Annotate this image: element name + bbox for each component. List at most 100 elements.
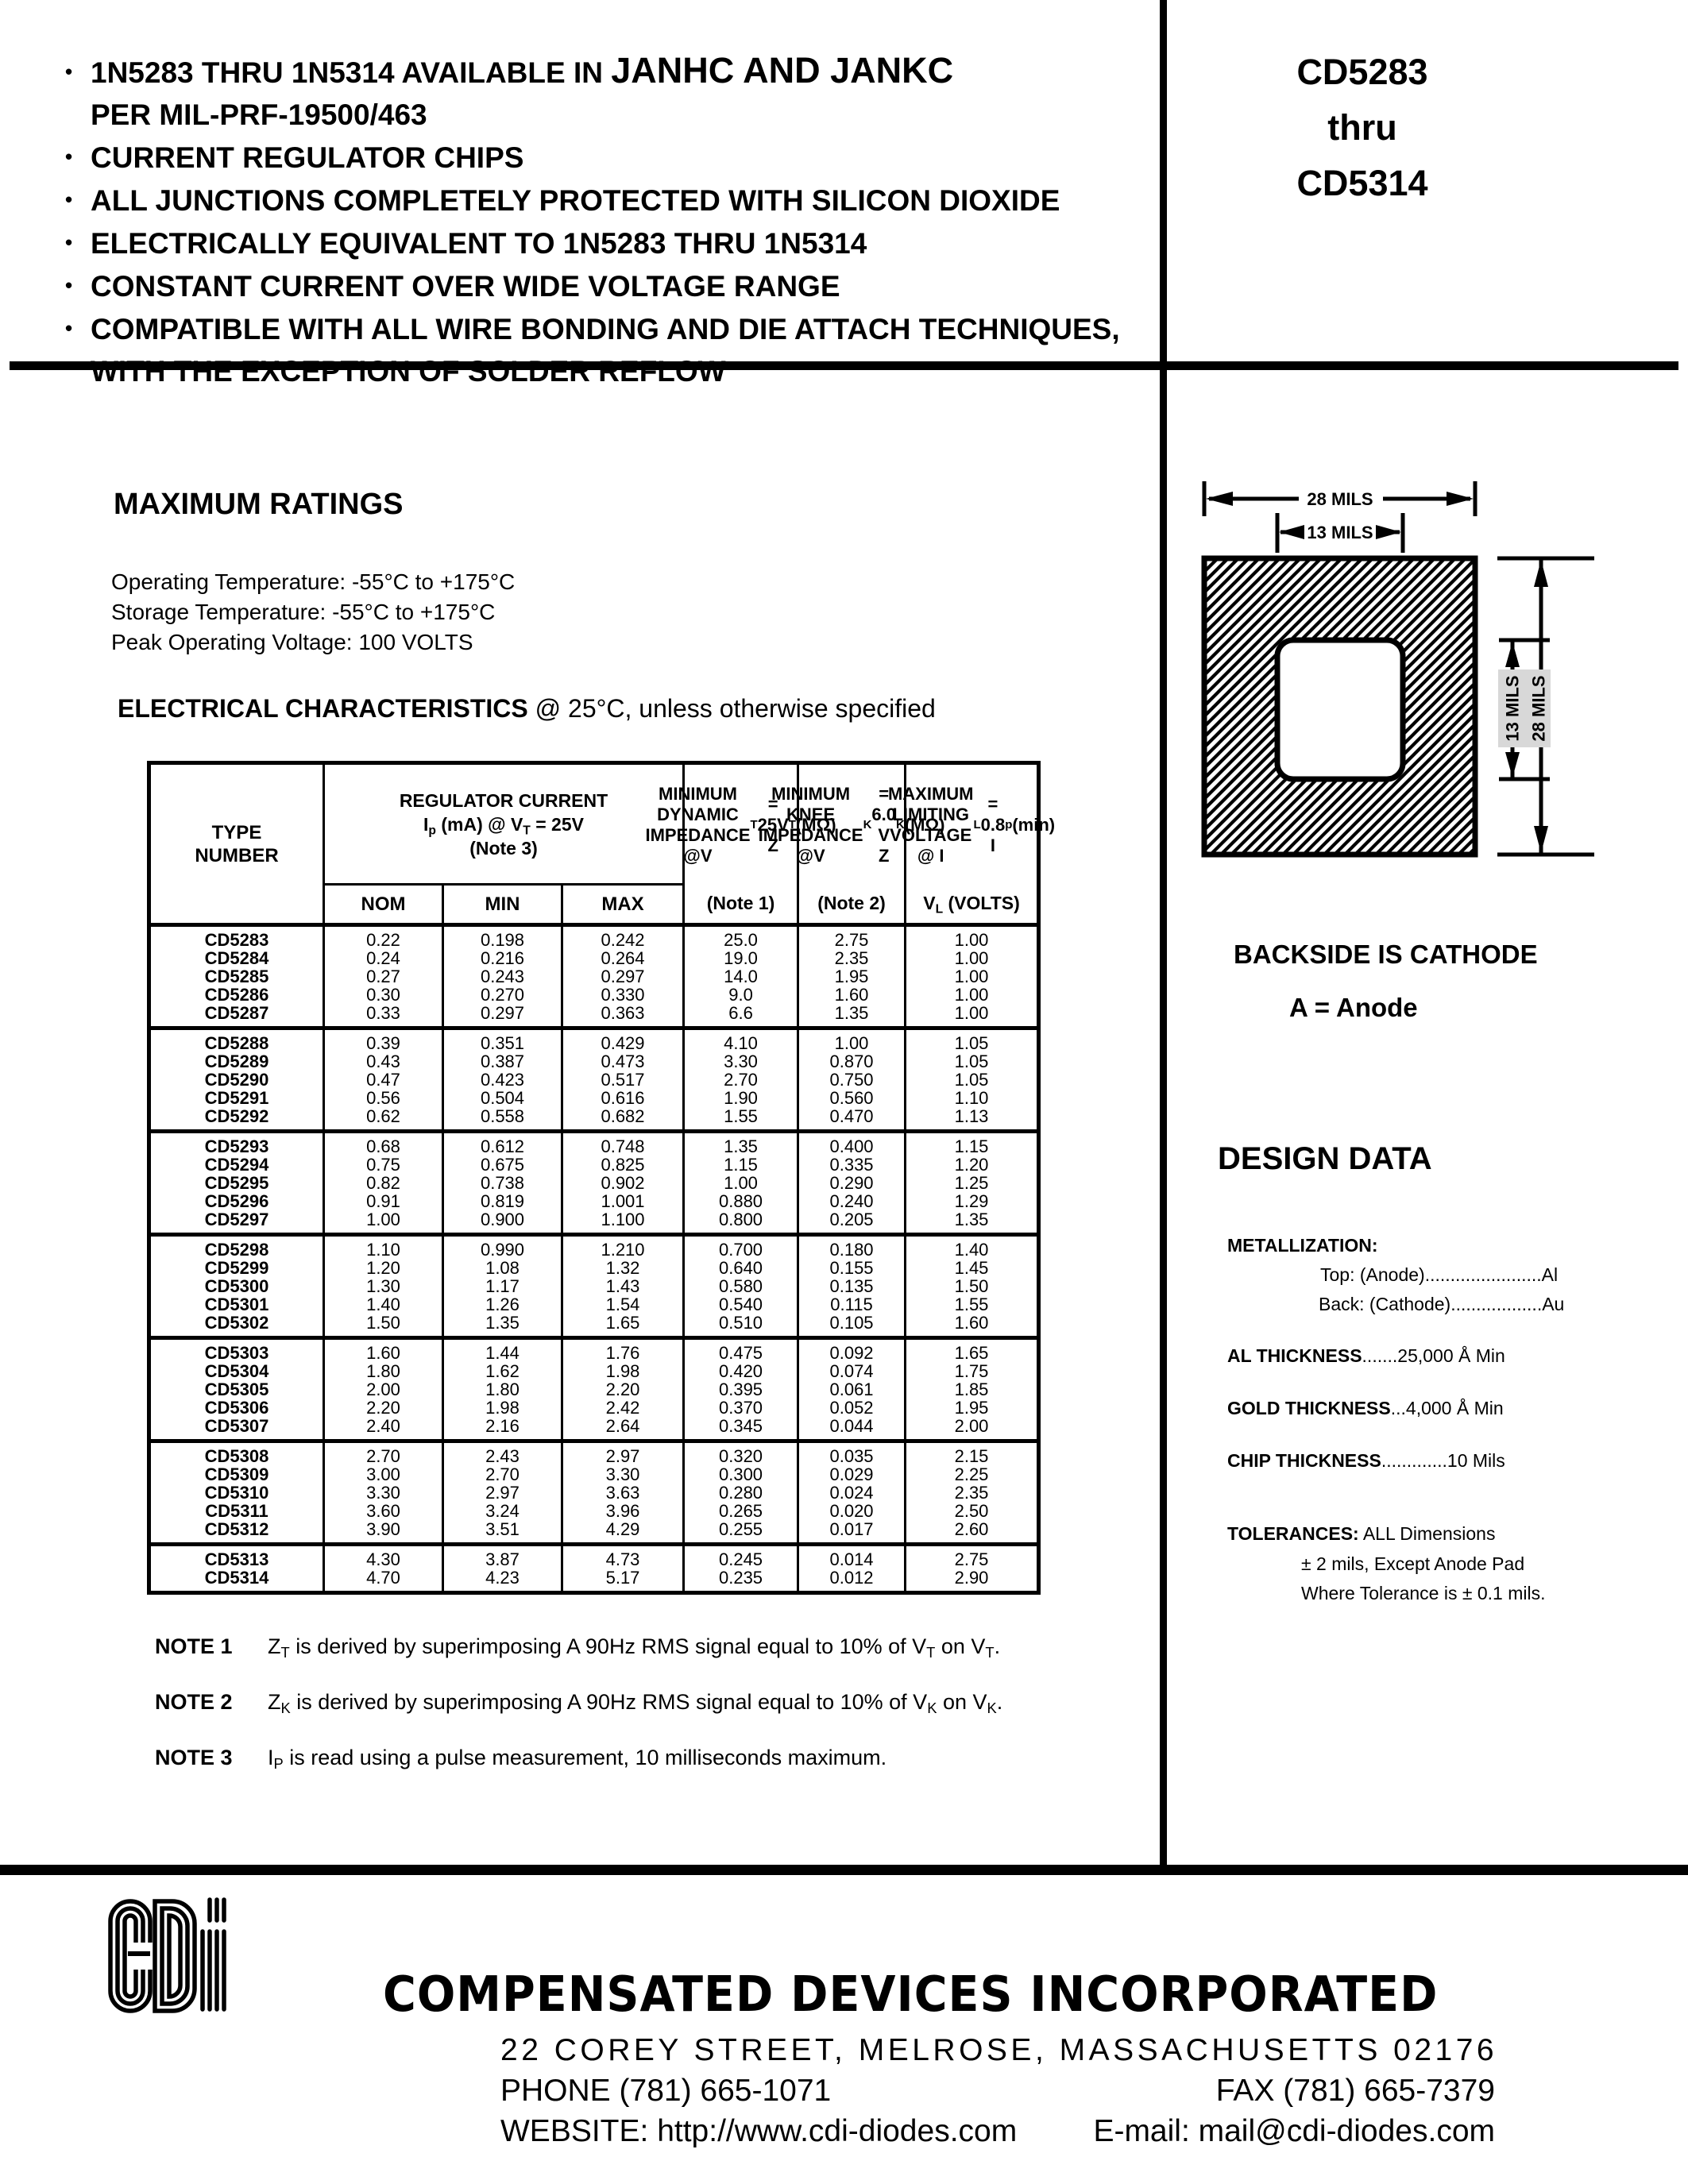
table-row: CD5290 0.47 0.423 0.517 2.70 0.750 1.05 — [148, 1071, 1041, 1089]
company-name: COMPENSATED DEVICES INCORPORATED — [383, 1966, 1439, 2024]
cell-value: 0.82 — [323, 1174, 444, 1192]
table-row: CD5297 1.00 0.900 1.100 0.800 0.205 1.35 — [148, 1210, 1041, 1235]
cell-type-number: CD5288 — [148, 1028, 325, 1052]
cell-value: 0.33 — [323, 1004, 444, 1028]
cell-value: 2.00 — [904, 1417, 1041, 1441]
cell-value: 0.242 — [560, 924, 686, 949]
cell-value: 9.0 — [682, 986, 800, 1004]
cell-value: 1.35 — [442, 1314, 563, 1338]
bullet-icon: • — [65, 145, 73, 168]
metallization-top: Top: (Anode).......................Al — [1320, 1264, 1559, 1285]
cell-value: 0.470 — [797, 1107, 907, 1132]
cell-value: 2.35 — [904, 1484, 1041, 1502]
cell-value: 1.15 — [682, 1156, 800, 1174]
cell-value: 0.044 — [797, 1417, 907, 1441]
cell-value: 1.26 — [442, 1295, 563, 1314]
cell-value: 0.345 — [682, 1417, 800, 1441]
cell-value: 0.290 — [797, 1174, 907, 1192]
cell-value: 0.205 — [797, 1210, 907, 1235]
cell-value: 0.320 — [682, 1441, 800, 1465]
spec-table-head: TYPE NUMBER REGULATOR CURRENT Ip (mA) @ VT… — [148, 762, 1055, 925]
bullet-icon: • — [65, 316, 73, 340]
cell-value: 2.40 — [323, 1417, 444, 1441]
cell-value: 2.75 — [797, 924, 907, 949]
table-band: CD5303 1.60 1.44 1.76 0.475 0.092 1.65 CD5304 1.… — [148, 1337, 1041, 1441]
cell-value: 0.216 — [442, 949, 563, 967]
cell-value: 1.80 — [323, 1362, 444, 1380]
footer-divider — [0, 1865, 1688, 1875]
cell-value: 0.429 — [560, 1028, 686, 1052]
table-row: CD5291 0.56 0.504 0.616 1.90 0.560 1.10 — [148, 1089, 1041, 1107]
cell-value: 0.24 — [323, 949, 444, 967]
table-row: CD5299 1.20 1.08 1.32 0.640 0.155 1.45 — [148, 1259, 1041, 1277]
cell-value: 0.682 — [560, 1107, 686, 1132]
col-header-max: MAX — [560, 884, 686, 925]
cell-type-number: CD5286 — [148, 986, 325, 1004]
cell-value: 0.30 — [323, 986, 444, 1004]
cell-value: 2.75 — [904, 1544, 1041, 1569]
cell-value: 0.395 — [682, 1380, 800, 1399]
tolerances-line1: TOLERANCES: ALL Dimensions — [1227, 1523, 1496, 1544]
cell-value: 2.15 — [904, 1441, 1041, 1465]
cell-type-number: CD5299 — [148, 1259, 325, 1277]
cell-value: 3.00 — [323, 1465, 444, 1484]
cell-value: 3.30 — [682, 1052, 800, 1071]
arrow-right-icon — [1376, 525, 1401, 539]
cell-value: 5.17 — [560, 1569, 686, 1593]
cell-value: 0.017 — [797, 1520, 907, 1545]
cell-type-number: CD5298 — [148, 1234, 325, 1259]
cell-value: 1.00 — [682, 1174, 800, 1192]
cell-value: 1.80 — [442, 1380, 563, 1399]
cell-value: 4.23 — [442, 1569, 563, 1593]
company-fax: FAX (781) 665-7379 — [1215, 2074, 1495, 2108]
cell-value: 0.75 — [323, 1156, 444, 1174]
cell-value: 1.50 — [323, 1314, 444, 1338]
arrow-up-icon — [1534, 560, 1548, 587]
rating-operating-temp: Operating Temperature: -55°C to +175°C — [111, 569, 516, 594]
cell-value: 0.092 — [797, 1337, 907, 1362]
col-header-min: MIN — [442, 884, 563, 925]
cell-value: 0.330 — [560, 986, 686, 1004]
cell-value: 1.210 — [560, 1234, 686, 1259]
cell-value: 1.20 — [323, 1259, 444, 1277]
cell-value: 0.235 — [682, 1569, 800, 1593]
table-row: CD5283 0.22 0.198 0.242 25.0 2.75 1.00 — [148, 924, 1041, 949]
cell-type-number: CD5305 — [148, 1380, 325, 1399]
cell-value: 0.39 — [323, 1028, 444, 1052]
cell-value: 1.55 — [904, 1295, 1041, 1314]
cell-value: 0.900 — [442, 1210, 563, 1235]
cell-value: 0.27 — [323, 967, 444, 986]
cell-value: 2.97 — [442, 1484, 563, 1502]
table-row: CD5285 0.27 0.243 0.297 14.0 1.95 1.00 — [148, 967, 1041, 986]
cell-type-number: CD5311 — [148, 1502, 325, 1520]
table-row: CD5313 4.30 3.87 4.73 0.245 0.014 2.75 — [148, 1544, 1041, 1569]
metallization-label: METALLIZATION: — [1227, 1235, 1378, 1256]
cell-type-number: CD5292 — [148, 1107, 325, 1132]
cell-value: 0.270 — [442, 986, 563, 1004]
cell-value: 1.98 — [442, 1399, 563, 1417]
cell-type-number: CD5304 — [148, 1362, 325, 1380]
cell-value: 1.54 — [560, 1295, 686, 1314]
cell-value: 1.44 — [442, 1337, 563, 1362]
cell-value: 1.98 — [560, 1362, 686, 1380]
cell-value: 0.700 — [682, 1234, 800, 1259]
cell-value: 0.819 — [442, 1192, 563, 1210]
table-row: CD5305 2.00 1.80 2.20 0.395 0.061 1.85 — [148, 1380, 1041, 1399]
part-range-start: CD5283 — [1296, 52, 1428, 92]
table-row: CD5292 0.62 0.558 0.682 1.55 0.470 1.13 — [148, 1107, 1041, 1132]
cell-value: 0.420 — [682, 1362, 800, 1380]
cell-value: 0.43 — [323, 1052, 444, 1071]
cell-value: 1.15 — [904, 1131, 1041, 1156]
col-header-nom: NOM — [323, 884, 444, 925]
cell-value: 0.22 — [323, 924, 444, 949]
cell-value: 3.51 — [442, 1520, 563, 1545]
cell-value: 2.16 — [442, 1417, 563, 1441]
cell-value: 0.517 — [560, 1071, 686, 1089]
cell-value: 0.012 — [797, 1569, 907, 1593]
metallization-back: Back: (Cathode)..................Au — [1319, 1294, 1565, 1314]
note-1: NOTE 1 ZT is derived by superimposing A 9… — [155, 1634, 1001, 1661]
cell-value: 1.13 — [904, 1107, 1041, 1132]
cell-value: 2.50 — [904, 1502, 1041, 1520]
cell-value: 0.024 — [797, 1484, 907, 1502]
